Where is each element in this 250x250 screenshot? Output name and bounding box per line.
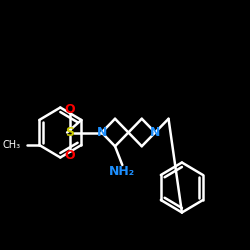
Text: S: S <box>66 126 74 139</box>
Text: N: N <box>150 126 160 139</box>
Text: O: O <box>65 149 75 162</box>
Text: N: N <box>96 126 107 139</box>
Text: O: O <box>65 103 75 116</box>
Text: CH₃: CH₃ <box>3 140 21 150</box>
Text: NH₂: NH₂ <box>109 165 136 178</box>
